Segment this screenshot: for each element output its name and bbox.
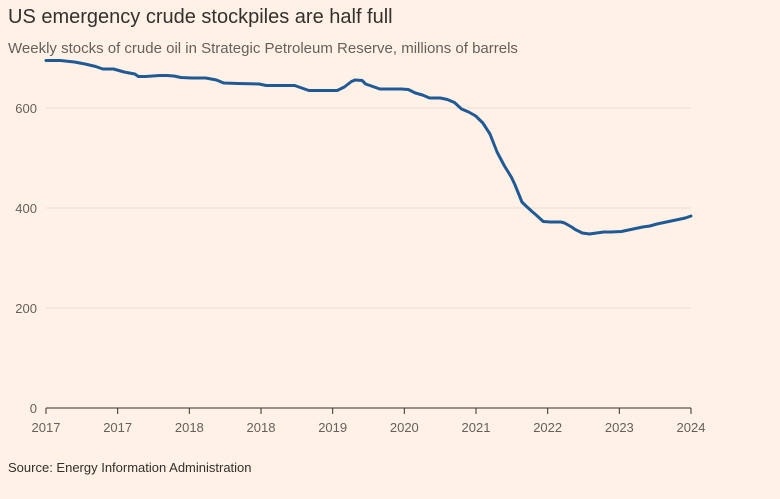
x-tick-label: 2022 (533, 420, 562, 435)
x-tick-label: 2023 (605, 420, 634, 435)
x-tick-label: 2021 (462, 420, 491, 435)
chart-subtitle: Weekly stocks of crude oil in Strategic … (8, 40, 518, 57)
x-tick-label: 2017 (32, 420, 61, 435)
x-axis: 2017 2017 2018 2018 2019 2020 2021 2022 2023 2024 (32, 407, 706, 435)
x-tick-label: 2024 (677, 420, 706, 435)
x-tick-label: 2019 (318, 420, 347, 435)
gridlines (46, 107, 691, 309)
x-tick-label: 2017 (103, 420, 132, 435)
y-tick-label: 0 (30, 401, 37, 416)
y-tick-label: 200 (15, 301, 37, 316)
y-tick-label: 400 (15, 201, 37, 216)
series-layer (44, 59, 693, 236)
series-line-0 (44, 59, 693, 236)
source-note: Source: Energy Information Administratio… (8, 460, 252, 475)
chart-title: US emergency crude stockpiles are half f… (8, 6, 393, 28)
y-tick-label: 600 (15, 101, 37, 116)
x-tick-label: 2018 (247, 420, 276, 435)
y-axis-ticks: 0 200 400 600 (15, 101, 37, 416)
x-tick-label: 2018 (175, 420, 204, 435)
x-tick-label: 2020 (390, 420, 419, 435)
